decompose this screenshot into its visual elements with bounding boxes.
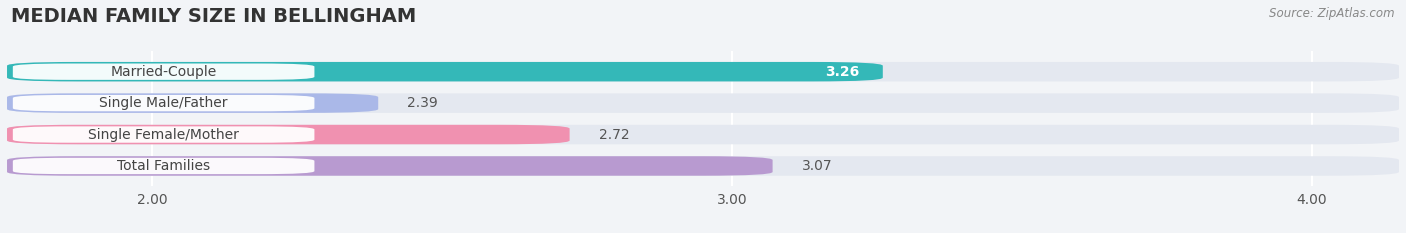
FancyBboxPatch shape [7, 93, 378, 113]
Text: Single Male/Father: Single Male/Father [100, 96, 228, 110]
Text: 2.39: 2.39 [408, 96, 437, 110]
Text: MEDIAN FAMILY SIZE IN BELLINGHAM: MEDIAN FAMILY SIZE IN BELLINGHAM [11, 7, 416, 26]
FancyBboxPatch shape [7, 125, 1399, 144]
Text: Source: ZipAtlas.com: Source: ZipAtlas.com [1270, 7, 1395, 20]
Text: Married-Couple: Married-Couple [111, 65, 217, 79]
Text: 2.72: 2.72 [599, 127, 630, 141]
FancyBboxPatch shape [7, 156, 1399, 176]
FancyBboxPatch shape [7, 125, 569, 144]
FancyBboxPatch shape [7, 93, 1399, 113]
FancyBboxPatch shape [13, 158, 315, 174]
FancyBboxPatch shape [7, 156, 773, 176]
Text: Single Female/Mother: Single Female/Mother [89, 127, 239, 141]
FancyBboxPatch shape [7, 62, 1399, 81]
FancyBboxPatch shape [7, 62, 883, 81]
Text: 3.07: 3.07 [801, 159, 832, 173]
Text: 3.26: 3.26 [825, 65, 859, 79]
FancyBboxPatch shape [13, 95, 315, 111]
FancyBboxPatch shape [13, 64, 315, 80]
FancyBboxPatch shape [13, 126, 315, 143]
Text: Total Families: Total Families [117, 159, 209, 173]
